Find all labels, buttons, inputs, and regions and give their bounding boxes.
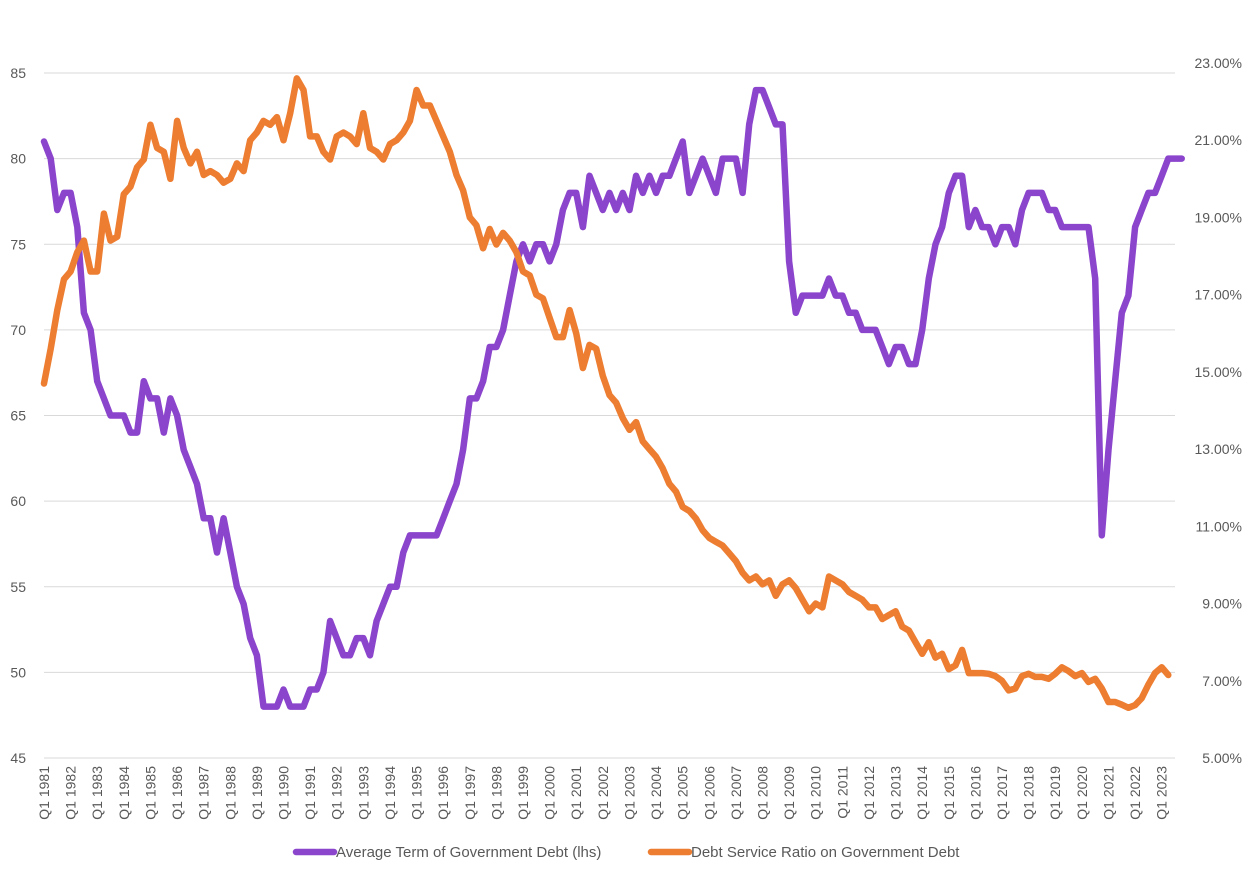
x-tick-label: Q1 2020	[1074, 766, 1090, 820]
x-tick-label: Q1 1987	[196, 766, 212, 820]
left-tick-label: 70	[10, 322, 26, 338]
x-tick-label: Q1 2011	[834, 766, 850, 819]
grid-layer	[44, 72, 1175, 759]
x-tick-label: Q1 2006	[701, 766, 717, 820]
x-tick-label: Q1 2018	[1021, 766, 1037, 820]
series-line-average-term	[40, 86, 1185, 710]
left-axis: 45 50 55 60 65 70 75 80 85	[10, 65, 26, 766]
right-tick-label: 21.00%	[1195, 132, 1242, 148]
x-tick-label: Q1 2016	[967, 766, 983, 820]
x-tick-label: Q1 1988	[222, 766, 238, 820]
right-tick-label: 23.00%	[1195, 55, 1242, 71]
x-tick-label: Q1 2015	[941, 766, 957, 820]
x-tick-label: Q1 2007	[728, 766, 744, 820]
legend-item-average-term: Average Term of Government Debt (lhs)	[292, 844, 601, 861]
right-tick-label: 17.00%	[1195, 287, 1242, 303]
x-tick-label: Q1 1992	[329, 766, 345, 820]
legend-item-debt-service-ratio: Debt Service Ratio on Government Debt	[647, 844, 960, 861]
x-tick-label: Q1 1989	[249, 766, 265, 820]
x-tick-label: Q1 2002	[595, 766, 611, 820]
left-tick-label: 60	[10, 493, 26, 509]
x-tick-label: Q1 2003	[621, 766, 637, 820]
x-tick-label: Q1 1986	[169, 766, 185, 820]
x-tick-label: Q1 1984	[116, 766, 132, 820]
x-tick-label: Q1 2017	[994, 766, 1010, 820]
x-tick-label: Q1 2013	[888, 766, 904, 820]
x-tick-label: Q1 1990	[276, 766, 292, 820]
x-tick-label: Q1 1983	[89, 766, 105, 820]
x-tick-label: Q1 1996	[435, 766, 451, 820]
x-tick-label: Q1 2000	[542, 766, 558, 820]
right-tick-label: 9.00%	[1202, 596, 1242, 612]
right-tick-label: 5.00%	[1202, 750, 1242, 766]
legend-label: Average Term of Government Debt (lhs)	[336, 844, 601, 861]
x-tick-label: Q1 2022	[1127, 766, 1143, 820]
x-tick-label: Q1 2012	[861, 766, 877, 820]
right-tick-label: 13.00%	[1195, 441, 1242, 457]
x-tick-label: Q1 2001	[568, 766, 584, 820]
left-tick-label: 65	[10, 408, 26, 424]
x-tick-label: Q1 1982	[63, 766, 79, 820]
left-tick-label: 75	[10, 236, 26, 252]
series-line-debt-service-ratio	[40, 75, 1172, 712]
left-tick-label: 85	[10, 65, 26, 81]
x-tick-label: Q1 1998	[488, 766, 504, 820]
x-tick-label: Q1 2009	[781, 766, 797, 820]
left-tick-label: 55	[10, 579, 26, 595]
right-tick-label: 15.00%	[1195, 364, 1242, 380]
right-axis: 5.00% 7.00% 9.00% 11.00% 13.00% 15.00% 17.00% 1…	[1195, 55, 1242, 766]
x-tick-label: Q1 1981	[36, 766, 52, 820]
x-tick-label: Q1 2014	[914, 766, 930, 820]
x-tick-label: Q1 1985	[142, 766, 158, 820]
x-tick-label: Q1 1995	[409, 766, 425, 820]
x-tick-label: Q1 1999	[515, 766, 531, 820]
x-tick-label: Q1 2008	[755, 766, 771, 820]
x-tick-label: Q1 1991	[302, 766, 318, 820]
x-tick-label: Q1 2021	[1100, 766, 1116, 820]
left-tick-label: 45	[10, 750, 26, 766]
x-tick-label: Q1 1997	[462, 766, 478, 820]
left-tick-label: 50	[10, 664, 26, 680]
x-tick-label: Q1 2005	[675, 766, 691, 820]
left-tick-label: 80	[10, 151, 26, 167]
x-tick-label: Q1 1993	[355, 766, 371, 820]
x-tick-label: Q1 2010	[808, 766, 824, 820]
x-tick-label: Q1 2023	[1154, 766, 1170, 820]
x-tick-label: Q1 2004	[648, 766, 664, 820]
x-tick-label: Q1 2019	[1047, 766, 1063, 820]
series-layer	[40, 75, 1185, 712]
right-tick-label: 19.00%	[1195, 209, 1242, 225]
right-tick-label: 11.00%	[1196, 518, 1242, 534]
legend-label: Debt Service Ratio on Government Debt	[691, 844, 960, 861]
legend: Average Term of Government Debt (lhs) Deb…	[292, 844, 960, 861]
x-axis: Q1 1981 Q1 1982 Q1 1983 Q1 1984 Q1 1985 Q1 19…	[36, 766, 1170, 820]
x-tick-label: Q1 1994	[382, 766, 398, 820]
right-tick-label: 7.00%	[1202, 673, 1242, 689]
